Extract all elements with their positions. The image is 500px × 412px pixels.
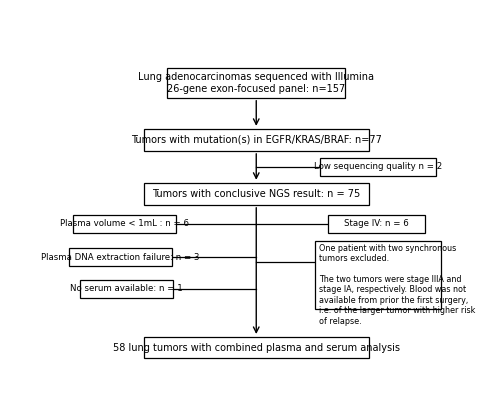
- Text: Lung adenocarcinomas sequenced with Illumina
26-gene exon-focused panel: n=157: Lung adenocarcinomas sequenced with Illu…: [138, 72, 374, 94]
- Text: No serum available: n = 1: No serum available: n = 1: [70, 284, 183, 293]
- Text: 58 lung tumors with combined plasma and serum analysis: 58 lung tumors with combined plasma and …: [113, 343, 400, 353]
- Text: Low sequencing quality n = 2: Low sequencing quality n = 2: [314, 162, 442, 171]
- FancyBboxPatch shape: [144, 183, 368, 205]
- FancyBboxPatch shape: [320, 158, 436, 176]
- FancyBboxPatch shape: [167, 68, 346, 98]
- Text: Stage IV: n = 6: Stage IV: n = 6: [344, 220, 409, 228]
- FancyBboxPatch shape: [70, 248, 172, 267]
- Text: One patient with two synchronous
tumors excluded.

The two tumors were stage III: One patient with two synchronous tumors …: [319, 244, 476, 325]
- FancyBboxPatch shape: [316, 241, 442, 309]
- Text: Tumors with mutation(s) in EGFR/KRAS/BRAF: n=77: Tumors with mutation(s) in EGFR/KRAS/BRA…: [131, 135, 382, 145]
- FancyBboxPatch shape: [144, 129, 368, 151]
- Text: Plasma volume < 1mL : n = 6: Plasma volume < 1mL : n = 6: [60, 220, 189, 228]
- FancyBboxPatch shape: [144, 337, 368, 358]
- FancyBboxPatch shape: [73, 215, 176, 233]
- Text: Plasma DNA extraction failure: n = 3: Plasma DNA extraction failure: n = 3: [42, 253, 200, 262]
- FancyBboxPatch shape: [328, 215, 425, 233]
- Text: Tumors with conclusive NGS result: n = 75: Tumors with conclusive NGS result: n = 7…: [152, 189, 360, 199]
- FancyBboxPatch shape: [80, 280, 173, 298]
